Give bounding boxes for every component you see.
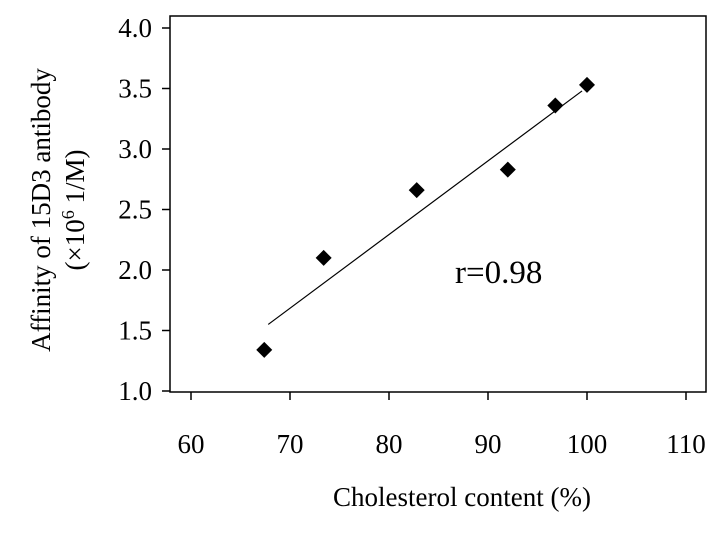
x-tick-label: 60 [178,429,205,459]
trend-line [267,90,583,325]
y-axis-label: Affinity of 15D3 antibody (×106 1/M) [26,68,90,352]
x-tick-label: 110 [666,429,706,459]
y-tick-label: 4.0 [118,13,152,43]
x-tick-label: 70 [277,429,304,459]
data-point [579,76,595,93]
y-axis-label-line2: (×106 1/M) [58,150,90,271]
y-axis-label-line1: Affinity of 15D3 antibody [26,68,56,352]
plot-area-frame [169,15,707,393]
x-axis: 60 70 80 90 100 110 [178,392,706,459]
y-tick-label: 3.5 [118,74,152,104]
y-tick-label: 2.0 [118,255,152,285]
x-tick-label: 90 [475,429,502,459]
data-points [256,76,595,358]
data-point [499,161,516,178]
x-tick-label: 80 [376,429,403,459]
y-axis: 1.0 1.5 2.0 2.5 3.0 3.5 4.0 [118,13,170,406]
y-tick-label: 2.5 [118,195,152,225]
data-point [256,341,273,358]
y-tick-label: 3.0 [118,134,152,164]
y-tick-label: 1.0 [118,376,152,406]
data-point [315,249,332,266]
x-axis-label: Cholesterol content (%) [333,482,591,512]
y-tick-label: 1.5 [118,316,152,346]
correlation-annotation: r=0.98 [455,255,542,291]
data-point [408,182,425,199]
data-point [547,97,564,114]
x-tick-label: 100 [567,429,608,459]
